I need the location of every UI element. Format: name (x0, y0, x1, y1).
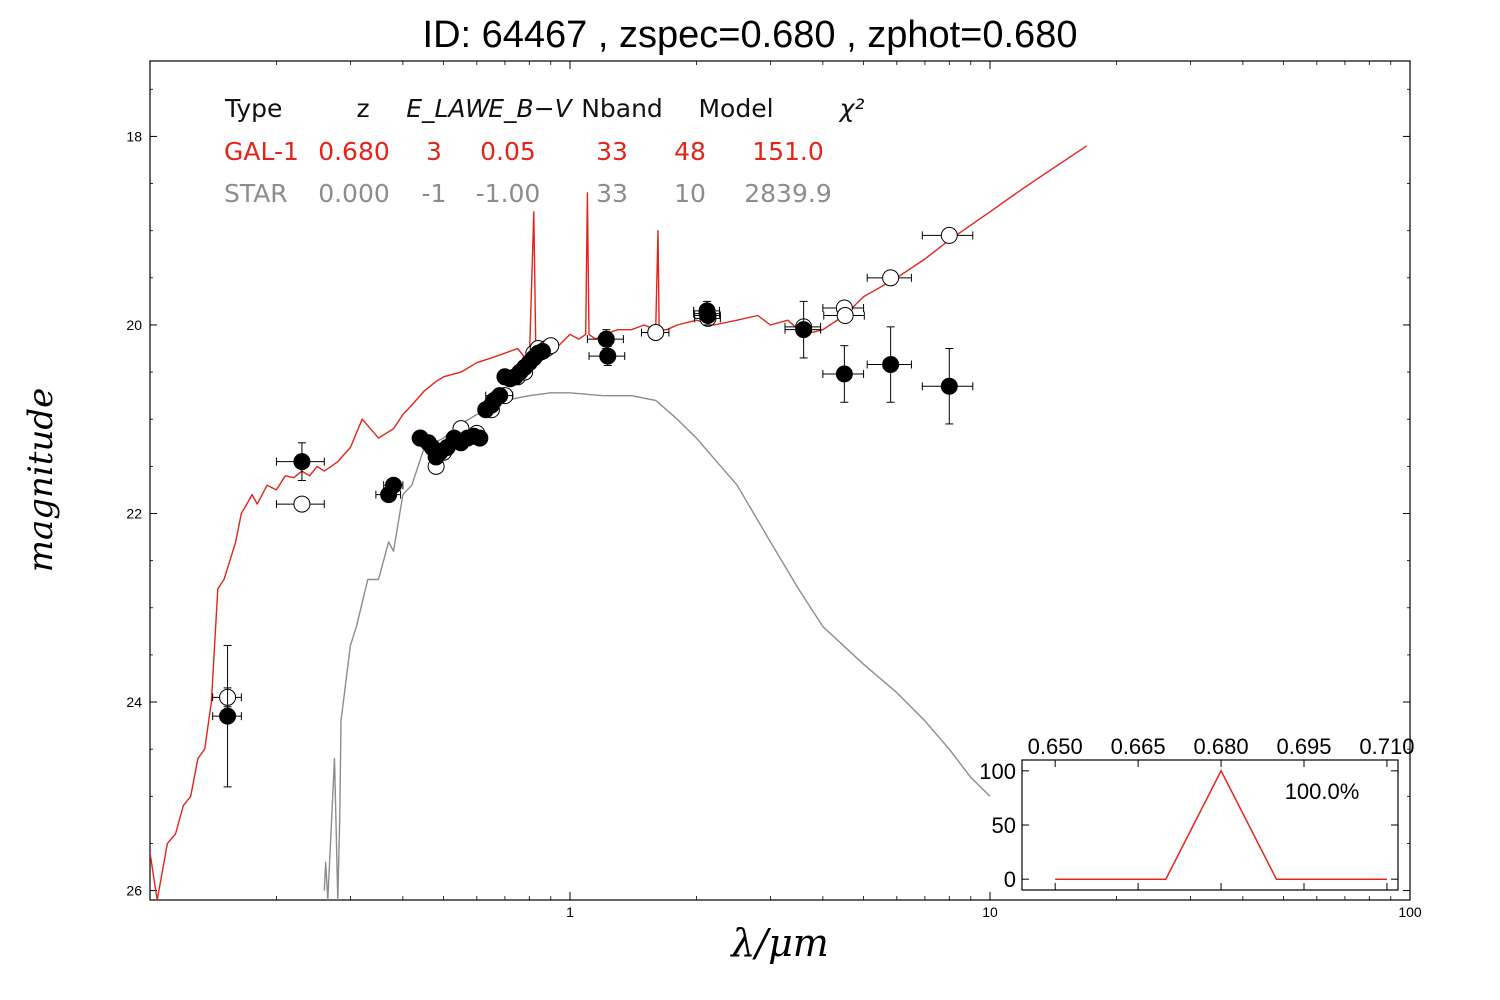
observed-point (293, 453, 311, 471)
observed-point (219, 707, 237, 725)
observed-point (471, 429, 489, 447)
chart-title: ID: 64467 , zspec=0.680 , zphot=0.680 (422, 14, 1078, 56)
table-header: E_B−V (488, 94, 573, 123)
observed-point (795, 321, 813, 339)
table-cell-gal-1: 151.0 (752, 137, 824, 166)
inset-y-tick-label: 0 (1004, 867, 1016, 892)
table-cell-star: 0.000 (318, 179, 390, 208)
table-cell-gal-1: 0.05 (480, 137, 536, 166)
main-points (212, 226, 974, 788)
table-header: Nband (581, 94, 663, 123)
y-tick-label: 26 (126, 883, 142, 899)
x-tick-label: 1 (566, 904, 574, 920)
y-tick-label: 20 (126, 317, 142, 333)
main-series (150, 145, 1088, 900)
y-tick-label: 24 (126, 694, 142, 710)
table-header: z (356, 94, 369, 123)
y-tick-label: 18 (126, 128, 142, 144)
series-line-gal-1 (150, 145, 1088, 900)
table-header: χ² (838, 94, 865, 123)
observed-point (491, 387, 509, 405)
model-point (836, 307, 854, 325)
observed-point (882, 356, 900, 374)
inset-x-tick-label: 0.680 (1194, 734, 1249, 759)
inset-x-tick-label: 0.665 (1111, 734, 1166, 759)
table-cell-gal-1: GAL-1 (224, 137, 299, 166)
model-point (293, 495, 311, 513)
model-point (882, 269, 900, 287)
table-header: Model (698, 94, 773, 123)
observed-point (940, 377, 958, 395)
plot-frame (149, 60, 1411, 901)
x-tick-label: 10 (982, 904, 998, 920)
observed-point (533, 342, 551, 360)
observed-point (385, 476, 403, 494)
table-cell-star: 10 (674, 179, 706, 208)
table-cell-star: -1 (422, 179, 447, 208)
inset-chart: 0.650 0.665 0.680 0.695 0.710 0 50 100 100.0% (979, 734, 1414, 892)
inset-y-tick-label: 100 (979, 759, 1016, 784)
series-line-star (323, 392, 991, 900)
model-point (647, 323, 665, 341)
observed-point (599, 347, 617, 365)
inset-x-tick-label: 0.650 (1028, 734, 1083, 759)
model-point (940, 226, 958, 244)
inset-frame (1021, 759, 1399, 891)
table-cell-star: 33 (596, 179, 628, 208)
table-header: Type (224, 94, 282, 123)
inset-annotation: 100.0% (1285, 779, 1360, 804)
y-axis-label: magnitude (21, 388, 61, 573)
y-tick-label: 22 (126, 505, 142, 521)
table-cell-gal-1: 33 (596, 137, 628, 166)
x-axis-label: λ/μm (729, 921, 829, 965)
inset-x-tick-label: 0.695 (1276, 734, 1331, 759)
inset-y-tick-label: 50 (992, 813, 1016, 838)
table-cell-gal-1: 0.680 (318, 137, 390, 166)
table-header: E_LAW (406, 94, 491, 123)
inset-x-tick-label: 0.710 (1359, 734, 1414, 759)
table-cell-gal-1: 48 (674, 137, 706, 166)
table-cell-star: -1.00 (476, 179, 541, 208)
observed-point (835, 365, 853, 383)
table-cell-star: 2839.9 (744, 179, 831, 208)
table-cell-star: STAR (224, 179, 288, 208)
observed-point (699, 307, 717, 325)
x-tick-label: 100 (1398, 904, 1422, 920)
observed-point (597, 330, 615, 348)
table-cell-gal-1: 3 (426, 137, 442, 166)
inset-pdz-line (1055, 769, 1387, 880)
